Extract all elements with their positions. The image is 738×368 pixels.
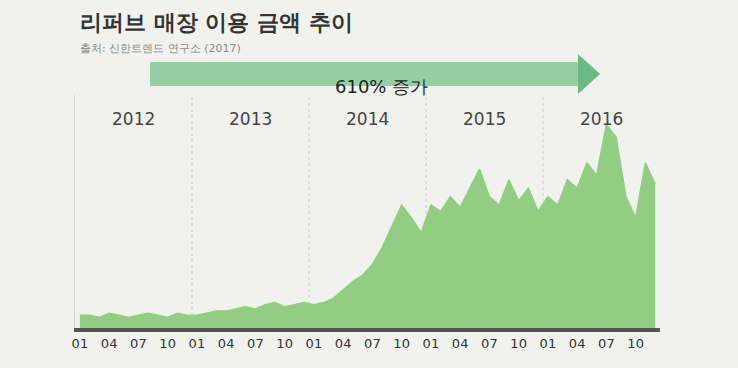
svg-text:10: 10	[159, 336, 176, 351]
svg-text:07: 07	[130, 336, 147, 351]
svg-text:10: 10	[510, 336, 527, 351]
svg-text:610% 증가: 610% 증가	[335, 76, 428, 97]
svg-text:04: 04	[569, 336, 586, 351]
svg-text:04: 04	[452, 336, 469, 351]
svg-text:01: 01	[423, 336, 440, 351]
svg-text:10: 10	[627, 336, 644, 351]
svg-text:07: 07	[364, 336, 381, 351]
svg-text:04: 04	[101, 336, 118, 351]
svg-text:출처: 신한트렌드 연구소 (2017): 출처: 신한트렌드 연구소 (2017)	[80, 42, 241, 55]
svg-text:리퍼브 매장 이용 금액 추이: 리퍼브 매장 이용 금액 추이	[80, 10, 353, 35]
svg-text:2012: 2012	[112, 109, 155, 129]
svg-text:07: 07	[481, 336, 498, 351]
svg-text:2016: 2016	[580, 109, 623, 129]
svg-text:07: 07	[598, 336, 615, 351]
svg-text:01: 01	[540, 336, 557, 351]
svg-text:2013: 2013	[229, 109, 272, 129]
svg-text:2015: 2015	[463, 109, 506, 129]
svg-text:01: 01	[72, 336, 89, 351]
svg-text:04: 04	[218, 336, 235, 351]
svg-text:10: 10	[276, 336, 293, 351]
svg-text:01: 01	[306, 336, 323, 351]
svg-text:07: 07	[247, 336, 264, 351]
svg-text:04: 04	[335, 336, 352, 351]
svg-text:10: 10	[393, 336, 410, 351]
svg-text:01: 01	[189, 336, 206, 351]
svg-text:2014: 2014	[346, 109, 389, 129]
